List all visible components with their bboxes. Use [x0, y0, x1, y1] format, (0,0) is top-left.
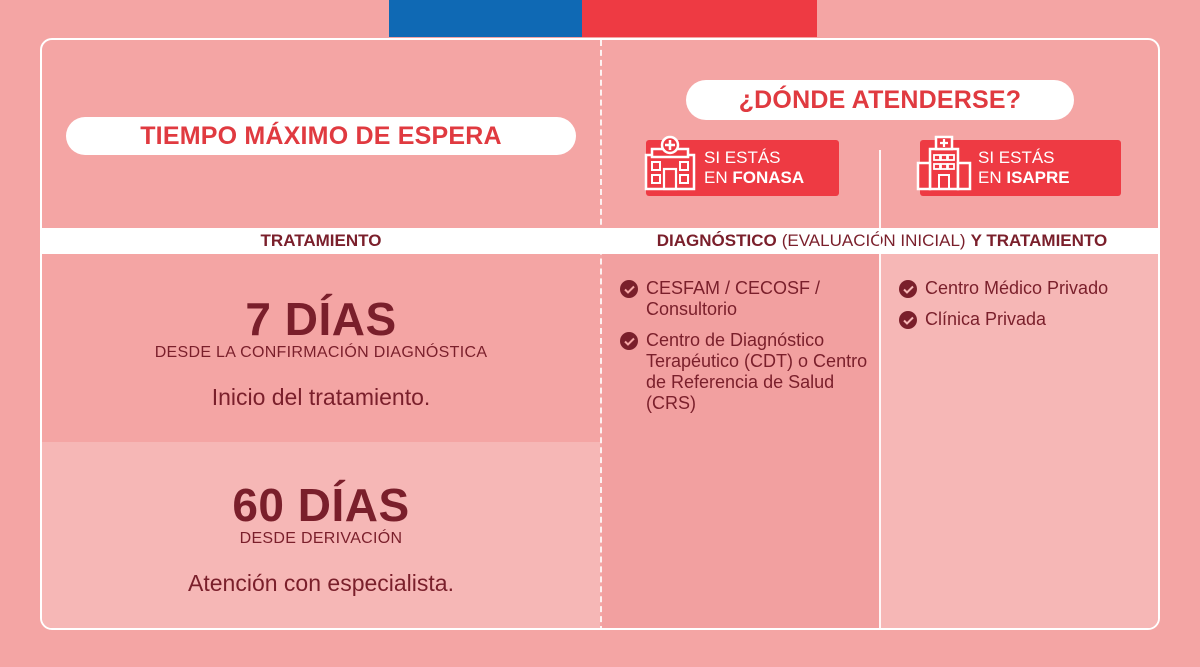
fonasa-prefix: EN — [704, 168, 733, 187]
fonasa-places-list: CESFAM / CECOSF / Consultorio Centro de … — [620, 278, 870, 424]
fonasa-places-column: CESFAM / CECOSF / Consultorio Centro de … — [602, 254, 879, 628]
building-icon — [644, 135, 696, 191]
check-circle-icon — [620, 332, 638, 350]
flag-stripe-red — [582, 0, 817, 37]
time-value: 60 DÍAS — [232, 479, 410, 531]
place-label: Centro Médico Privado — [925, 278, 1109, 298]
isapre-places-list: Centro Médico Privado Clínica Privada — [899, 278, 1158, 340]
info-card: TIEMPO MÁXIMO DE ESPERA ¿DÓNDE ATENDERSE… — [40, 38, 1160, 630]
place-label: CESFAM / CECOSF / Consultorio — [646, 278, 821, 319]
flag-stripe-blue — [389, 0, 582, 37]
isapre-label: ISAPRE — [1006, 168, 1070, 187]
diagnosis-header-regular: (EVALUACIÓN INICIAL) — [781, 231, 966, 250]
time-block-7-days: 7 DÍAS DESDE LA CONFIRMACIÓN DIAGNÓSTICA… — [42, 254, 600, 442]
list-item: CESFAM / CECOSF / Consultorio — [620, 278, 870, 320]
list-item: Centro de Diagnóstico Terapéutico (CDT) … — [620, 330, 870, 414]
max-wait-title: TIEMPO MÁXIMO DE ESPERA — [66, 117, 576, 155]
list-item: Clínica Privada — [899, 309, 1158, 330]
hospital-icon — [916, 135, 972, 191]
diagnosis-header-bold: DIAGNÓSTICO — [656, 231, 777, 250]
list-item: Centro Médico Privado — [899, 278, 1158, 299]
isapre-badge-text: SI ESTÁS EN ISAPRE — [978, 148, 1070, 188]
time-basis: DESDE DERIVACIÓN — [239, 530, 403, 547]
fonasa-label: FONASA — [732, 168, 805, 187]
fonasa-line2: EN FONASA — [704, 168, 804, 188]
time-basis: DESDE LA CONFIRMACIÓN DIAGNÓSTICA — [154, 344, 488, 361]
column-divider — [879, 150, 881, 628]
isapre-prefix: EN — [978, 168, 1007, 187]
isapre-line1: SI ESTÁS — [978, 148, 1055, 167]
where-title: ¿DÓNDE ATENDERSE? — [686, 80, 1074, 120]
isapre-badge: SI ESTÁS EN ISAPRE — [916, 135, 1121, 196]
time-description: Atención con especialista. — [188, 570, 454, 596]
column-divider-dashed — [600, 40, 602, 628]
time-value: 7 DÍAS — [245, 293, 397, 345]
time-description: Inicio del tratamiento. — [211, 384, 431, 410]
time-block-60-days: 60 DÍAS DESDE DERIVACIÓN Atención con es… — [42, 442, 600, 628]
check-circle-icon — [899, 311, 917, 329]
isapre-places-column: Centro Médico Privado Clínica Privada — [881, 254, 1158, 628]
fonasa-line1: SI ESTÁS — [704, 148, 781, 167]
fonasa-badge-text: SI ESTÁS EN FONASA — [704, 148, 804, 188]
check-circle-icon — [620, 280, 638, 298]
fonasa-badge: SI ESTÁS EN FONASA — [644, 135, 839, 196]
place-label: Clínica Privada — [925, 309, 1047, 329]
place-label: Centro de Diagnóstico Terapéutico (CDT) … — [646, 330, 868, 413]
diagnosis-header-bold-2: Y TRATAMIENTO — [970, 231, 1108, 250]
treatment-header: TRATAMIENTO — [260, 231, 382, 250]
isapre-line2: EN ISAPRE — [978, 168, 1070, 188]
diagnosis-header: DIAGNÓSTICO (EVALUACIÓN INICIAL) Y TRATA… — [602, 228, 1158, 254]
check-circle-icon — [899, 280, 917, 298]
